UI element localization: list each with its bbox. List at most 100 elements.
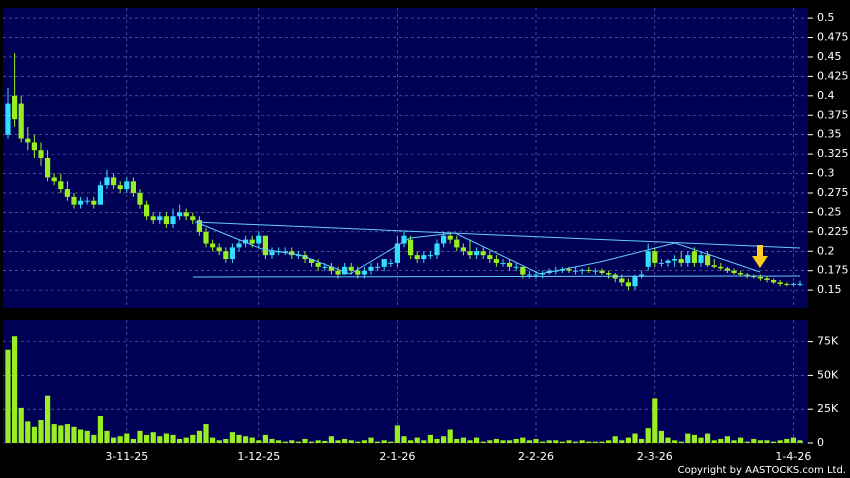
volume-bar [394,425,400,443]
candle-body [500,262,506,264]
volume-bar [586,441,592,443]
candle-body [111,177,117,186]
volume-bar [757,440,763,443]
candle-body [78,200,84,205]
volume-bar [540,441,546,443]
x-tick-label: 2-3-26 [637,450,673,463]
volume-bar [625,437,631,443]
candle-body [454,239,460,248]
y-tick-label: 0.425 [817,69,849,82]
volume-bar [467,440,473,443]
volume-bar [480,441,486,443]
volume-bar [724,436,730,443]
volume-bar [170,434,176,443]
candle-body [144,204,150,217]
candle-body [705,255,711,266]
candle-body [790,283,796,285]
volume-bar [203,424,209,443]
candle-body [51,177,57,182]
volume-bar [229,432,235,443]
volume-bar [606,440,612,443]
candle-body [210,243,216,248]
candle-body [282,251,288,253]
y-tick-label: 0.2 [817,244,835,257]
volume-bar [777,440,783,443]
volume-bar [434,438,440,443]
volume-bar [652,398,658,443]
volume-bar [520,437,526,443]
volume-bar [658,430,664,443]
candle-body [375,266,381,268]
volume-bar [249,437,255,443]
candle-body [427,255,433,257]
zigzag [197,222,761,275]
candle-body [190,216,196,221]
candle-body [652,251,658,263]
candle-body [183,212,189,217]
candle-body [566,269,572,271]
volume-bar [137,430,143,443]
volume-bar [500,440,506,443]
candle-body [474,251,480,256]
volume-bar [309,441,315,443]
candle-body [678,259,684,263]
volume-bar [295,441,301,443]
candle-body [718,266,724,269]
volume-bar [784,438,790,443]
candle-body [91,200,97,205]
volume-bar [12,336,18,443]
candle-body [315,262,321,267]
y-tick-label: 0.3 [817,167,835,180]
volume-bar [190,434,196,443]
y-tick-label: 0.5 [817,11,835,24]
volume-bar [177,438,183,443]
volume-bar [282,441,288,443]
volume-bar [381,440,387,443]
volume-bar [342,438,348,443]
volume-bar [441,436,447,443]
y-tick-label: 25K [817,402,839,415]
volume-bar [691,434,697,443]
volume-bar [645,428,651,443]
candle-body [592,270,598,272]
candle-body [751,276,757,278]
volume-bar [526,440,532,443]
volume-bar [368,437,374,443]
candle-body [249,239,255,244]
candle-body [744,274,750,277]
volume-bar [579,440,585,443]
candle-body [64,189,70,197]
volume-bar [573,441,579,443]
volume-bar [5,349,11,443]
volume-bar [144,434,150,443]
candle-body [223,251,229,260]
volume-bar [45,395,51,443]
candle-body [25,138,31,143]
candle-body [196,220,202,232]
candle-body [533,274,539,276]
volume-bar [592,441,598,443]
volume-bar [31,426,37,443]
y-tick-label: 50K [817,368,839,381]
candle-body [38,150,44,158]
volume-bar [685,433,691,443]
volume-bar [71,426,77,443]
candle-body [526,274,532,276]
volume-bar [243,436,249,443]
candle-body [388,262,394,264]
candle-body [784,283,790,285]
y-tick-label: 0.35 [817,128,842,141]
candle-body [216,247,222,252]
candle-body [685,255,691,263]
candle-body [355,270,361,275]
volume-bar [117,436,123,443]
y-tick-label: 0.45 [817,50,842,63]
y-tick-label: 0.375 [817,108,849,121]
volume-bar [25,421,31,443]
x-tick-label: 1-4-26 [775,450,811,463]
volume-bar [223,438,229,443]
volume-bar [130,438,136,443]
volume-bar [276,440,282,443]
volume-bar [764,440,770,443]
candle-body [724,268,730,271]
